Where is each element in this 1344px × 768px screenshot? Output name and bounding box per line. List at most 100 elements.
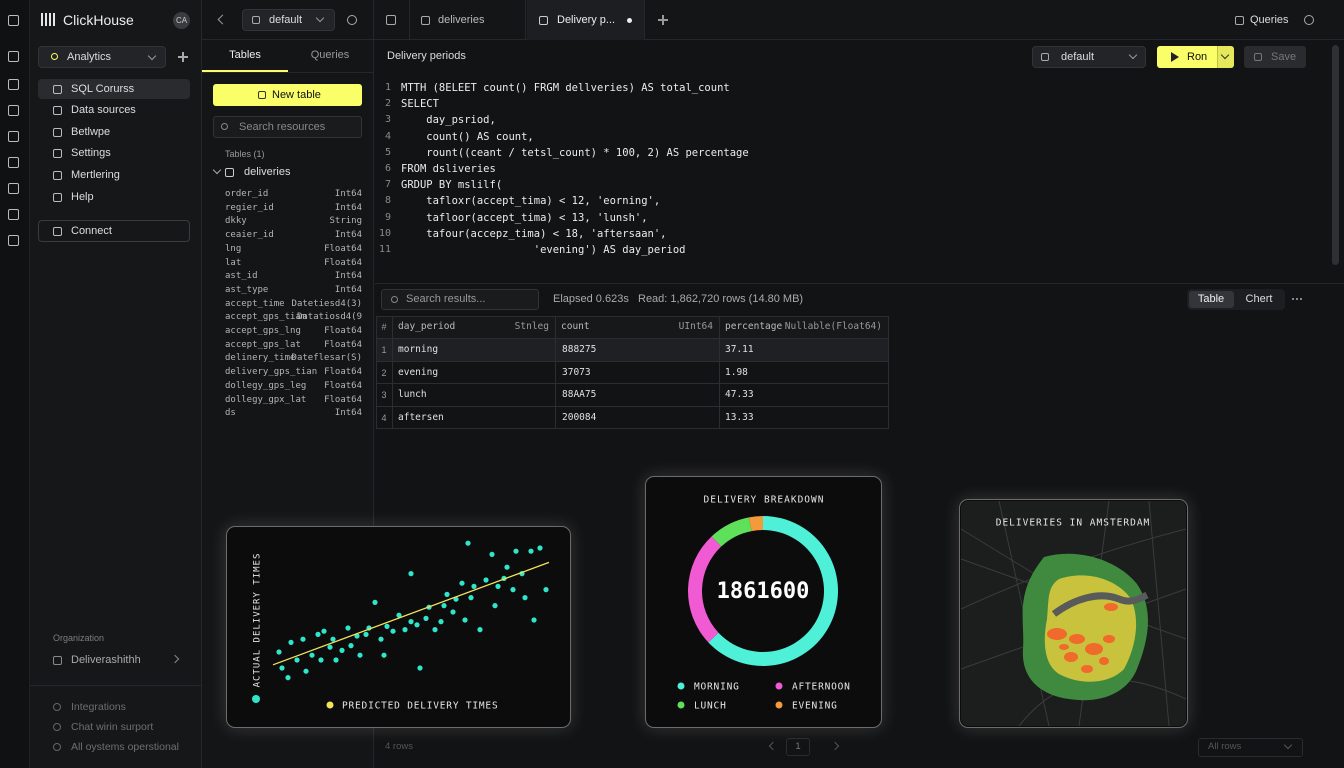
save-button[interactable] bbox=[1244, 46, 1306, 68]
footer-link[interactable]: All oystems operstional bbox=[71, 741, 179, 753]
nav-active bbox=[38, 79, 190, 99]
column-name: ast_id bbox=[225, 271, 258, 282]
run-icon bbox=[1171, 52, 1179, 62]
database-select[interactable] bbox=[242, 9, 335, 31]
view-option[interactable]: Chert bbox=[1245, 293, 1273, 305]
page-size: All rows bbox=[1208, 741, 1242, 752]
cell: 1.98 bbox=[725, 366, 748, 378]
column-name: delinery_time bbox=[225, 353, 296, 364]
nav-item[interactable]: Help bbox=[71, 191, 94, 203]
scatter-point bbox=[372, 599, 378, 605]
line-number: 6 bbox=[384, 163, 391, 174]
scatter-point bbox=[285, 675, 291, 681]
home-tab[interactable] bbox=[374, 0, 410, 40]
column-name: dkky bbox=[225, 216, 247, 227]
scatter-point bbox=[309, 652, 315, 658]
run-label: Ron bbox=[1187, 51, 1208, 63]
avatar[interactable] bbox=[173, 12, 190, 29]
scatter-point bbox=[477, 627, 483, 633]
map-hotspot bbox=[1081, 665, 1093, 673]
run-menu[interactable] bbox=[1217, 46, 1234, 68]
more-dot bbox=[1300, 298, 1302, 300]
code-line: tafour(accepz_tima) < 18, 'aftersaan', bbox=[401, 227, 667, 240]
cell: evening bbox=[398, 366, 439, 378]
scatter-point bbox=[489, 551, 495, 557]
line-number: 4 bbox=[384, 130, 391, 142]
page-size-select[interactable] bbox=[1198, 738, 1303, 757]
column-type: UInt64 bbox=[678, 321, 713, 332]
footer-link[interactable]: Integrations bbox=[71, 701, 126, 713]
plus-icon bbox=[182, 52, 184, 62]
nav-item[interactable]: Data sources bbox=[71, 104, 136, 116]
icon bbox=[52, 148, 62, 158]
nav-item[interactable]: SQL Corurss bbox=[71, 83, 135, 95]
new-table-label: New table bbox=[272, 89, 321, 101]
scatter-point bbox=[381, 652, 387, 658]
column-type: Float64 bbox=[324, 243, 362, 254]
legend-marker bbox=[775, 682, 783, 690]
map-card-svg: DELIVERIES IN AMSTERDAM bbox=[960, 500, 1187, 727]
scatter-point bbox=[303, 668, 309, 674]
tab-label: deliveries bbox=[438, 14, 485, 26]
footer-link[interactable]: Chat wirin surport bbox=[71, 721, 154, 733]
results-search-placeholder: Search results... bbox=[406, 293, 486, 305]
scatter-point bbox=[276, 649, 282, 655]
resource-search[interactable] bbox=[213, 116, 362, 138]
column-name: accept_gps_lat bbox=[225, 339, 301, 350]
table-name[interactable]: deliveries bbox=[244, 166, 291, 178]
line-number: 3 bbox=[384, 114, 391, 126]
queries-link[interactable]: Queries bbox=[1250, 14, 1289, 26]
divider bbox=[30, 685, 202, 686]
row-index: 4 bbox=[381, 412, 387, 423]
icon bbox=[1234, 15, 1244, 25]
scatter-point bbox=[300, 636, 306, 642]
map-hotspot bbox=[1059, 644, 1069, 650]
page-box[interactable] bbox=[786, 738, 810, 756]
workspace-select[interactable] bbox=[38, 46, 166, 68]
editor-database: default bbox=[1061, 51, 1095, 63]
divider bbox=[373, 0, 374, 40]
legend-marker bbox=[326, 701, 334, 709]
editor-database-select[interactable] bbox=[1032, 46, 1146, 68]
icon bbox=[52, 127, 62, 137]
icon bbox=[52, 226, 62, 236]
map-river bbox=[1051, 591, 1149, 617]
tab[interactable] bbox=[410, 0, 526, 40]
org-name[interactable]: Deliverashithh bbox=[71, 654, 141, 666]
run-button[interactable] bbox=[1157, 46, 1217, 68]
panel-tab[interactable]: Tables bbox=[229, 49, 261, 61]
new-table-button[interactable] bbox=[213, 84, 362, 106]
nav-item[interactable]: Betlwpe bbox=[71, 126, 111, 138]
logo-bar bbox=[53, 13, 55, 26]
line-number: 5 bbox=[384, 146, 391, 158]
icon bbox=[7, 130, 19, 142]
results-search[interactable] bbox=[381, 289, 539, 310]
line-number: 11 bbox=[378, 244, 391, 255]
nav-item[interactable]: Settings bbox=[71, 147, 111, 159]
view-active bbox=[1189, 291, 1234, 308]
workspace-name: Analytics bbox=[67, 51, 112, 63]
row-index: 2 bbox=[381, 367, 387, 378]
scatter-point bbox=[444, 591, 450, 597]
results-table bbox=[376, 316, 889, 429]
index-header: # bbox=[381, 322, 387, 332]
view-option[interactable]: Table bbox=[1197, 293, 1225, 305]
center-label: 1861600 bbox=[717, 579, 810, 604]
map-hotspot bbox=[1047, 628, 1067, 640]
settings-icon[interactable] bbox=[1304, 15, 1314, 25]
logo-bar bbox=[45, 13, 47, 26]
scatter-point bbox=[522, 595, 528, 601]
connect-button[interactable] bbox=[38, 220, 190, 242]
table-header bbox=[377, 317, 888, 338]
line-number: 7 bbox=[384, 179, 391, 191]
search-icon bbox=[221, 123, 228, 130]
panel-tab[interactable]: Queries bbox=[310, 49, 350, 61]
map-hotspot bbox=[1064, 652, 1078, 662]
scatter-point bbox=[330, 636, 336, 642]
nav-item[interactable]: Mertlering bbox=[71, 169, 120, 181]
donut-segment bbox=[711, 517, 752, 547]
trend-line bbox=[272, 561, 550, 666]
refresh-icon bbox=[347, 15, 357, 25]
legend-marker bbox=[677, 682, 685, 690]
column-name: ast_type bbox=[225, 284, 269, 295]
